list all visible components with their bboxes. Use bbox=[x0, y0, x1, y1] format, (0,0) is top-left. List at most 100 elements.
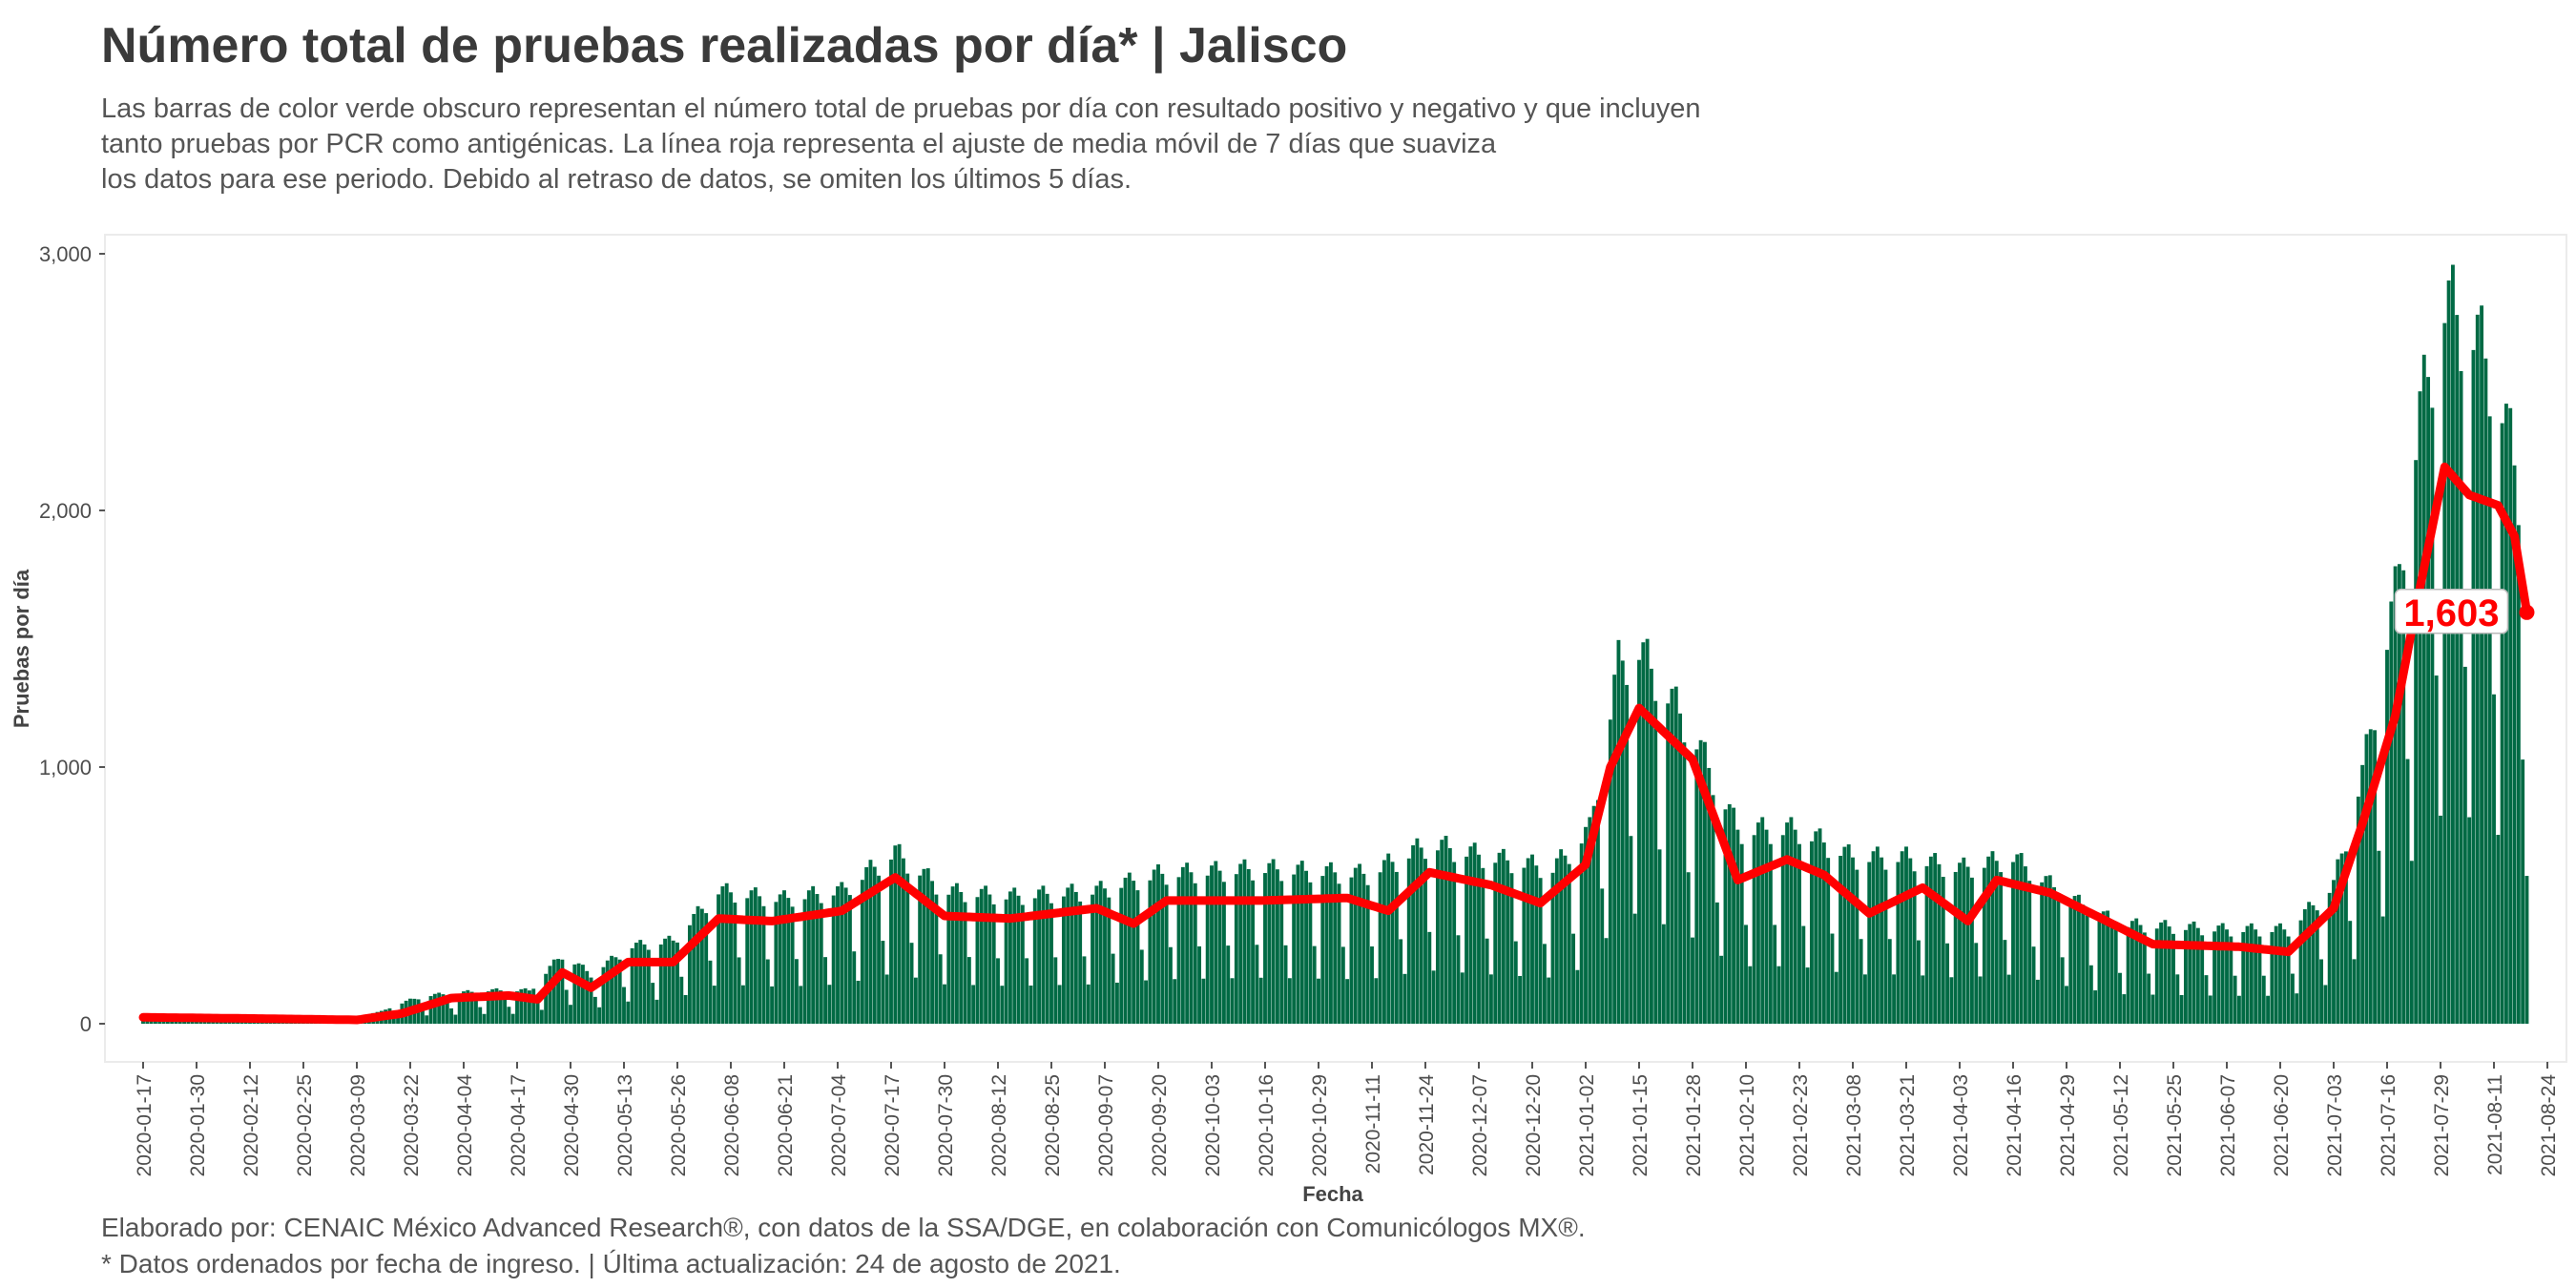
daily-test-bar bbox=[2409, 861, 2414, 1024]
daily-test-bar bbox=[1271, 859, 1276, 1024]
x-tick-label: 2020-02-25 bbox=[294, 1074, 316, 1176]
daily-test-bar bbox=[717, 894, 721, 1024]
daily-test-bar bbox=[1402, 973, 1407, 1024]
daily-test-bar bbox=[946, 894, 951, 1024]
daily-test-bar bbox=[1855, 869, 1859, 1024]
daily-test-bar bbox=[1735, 829, 1740, 1024]
daily-test-bar bbox=[1320, 876, 1325, 1024]
daily-test-bar bbox=[523, 987, 528, 1024]
daily-test-bar bbox=[2027, 881, 2032, 1024]
daily-test-bar bbox=[836, 885, 840, 1024]
daily-test-bar bbox=[445, 996, 449, 1024]
daily-test-bar bbox=[737, 957, 741, 1024]
daily-test-bar bbox=[2500, 423, 2504, 1024]
daily-test-bar bbox=[432, 993, 437, 1024]
daily-test-bar bbox=[1221, 882, 1226, 1024]
daily-test-bar bbox=[1584, 826, 1588, 1024]
daily-test-bar bbox=[1554, 858, 1559, 1024]
y-axis-label: Pruebas por día bbox=[10, 569, 33, 728]
daily-test-bar bbox=[1797, 843, 1801, 1024]
daily-test-bar bbox=[1928, 856, 1933, 1024]
daily-test-bar bbox=[2023, 866, 2027, 1024]
x-tick-label: 2020-09-20 bbox=[1149, 1074, 1171, 1176]
x-tick-label: 2021-07-16 bbox=[2378, 1074, 2399, 1176]
daily-test-bar bbox=[1547, 977, 1551, 1024]
daily-test-bar bbox=[1526, 858, 1530, 1024]
x-tick-label: 2020-01-30 bbox=[187, 1074, 209, 1176]
daily-test-bar bbox=[966, 957, 971, 1024]
daily-test-bar bbox=[1114, 982, 1119, 1024]
daily-test-bar bbox=[1164, 884, 1169, 1024]
daily-test-bar bbox=[1657, 849, 1662, 1024]
daily-test-bar bbox=[1550, 872, 1555, 1024]
daily-test-bar bbox=[1210, 865, 1214, 1024]
daily-test-bar bbox=[1588, 817, 1592, 1024]
daily-test-bar bbox=[605, 960, 610, 1024]
daily-test-bar bbox=[1016, 895, 1021, 1024]
daily-test-bar bbox=[2192, 921, 2196, 1024]
daily-test-bar bbox=[1760, 817, 1765, 1024]
daily-test-bar bbox=[770, 986, 775, 1024]
x-tick-label: 2020-04-04 bbox=[454, 1074, 476, 1177]
daily-test-bar bbox=[2467, 817, 2472, 1024]
daily-test-bar bbox=[1173, 979, 1177, 1024]
daily-test-bar bbox=[2496, 835, 2501, 1024]
daily-test-bar bbox=[1472, 842, 1477, 1024]
daily-test-bar bbox=[527, 990, 531, 1024]
daily-test-bar bbox=[753, 887, 758, 1024]
daily-test-bar bbox=[2035, 979, 2040, 1024]
daily-test-bar bbox=[843, 887, 848, 1024]
daily-test-bar bbox=[1809, 841, 1814, 1024]
daily-test-bar bbox=[1727, 803, 1732, 1024]
daily-test-bar bbox=[1324, 865, 1329, 1024]
daily-test-bar bbox=[1012, 887, 1017, 1024]
x-tick-label: 2020-12-07 bbox=[1469, 1074, 1491, 1176]
daily-test-bar bbox=[1842, 846, 1847, 1024]
daily-test-bar bbox=[2462, 666, 2467, 1024]
daily-test-bar bbox=[1399, 939, 1403, 1024]
daily-test-bar bbox=[905, 873, 910, 1024]
daily-test-bar bbox=[2274, 925, 2278, 1024]
chart-subtitle: Las barras de color verde obscuro repres… bbox=[101, 92, 1962, 197]
daily-test-bar bbox=[2377, 850, 2381, 1024]
daily-test-bar bbox=[2171, 933, 2175, 1024]
daily-test-bar bbox=[2336, 859, 2340, 1024]
daily-test-bar bbox=[613, 957, 618, 1024]
daily-test-bar bbox=[819, 903, 823, 1024]
x-tick-label: 2021-06-20 bbox=[2271, 1074, 2293, 1176]
daily-test-bar bbox=[1431, 970, 1436, 1024]
daily-test-bar bbox=[1337, 883, 1341, 1024]
daily-test-bar bbox=[1625, 684, 1630, 1024]
daily-test-bar bbox=[630, 947, 634, 1024]
y-tick-label: 0 bbox=[80, 1012, 92, 1036]
daily-test-bar bbox=[1456, 935, 1461, 1024]
daily-test-bar bbox=[1086, 984, 1091, 1024]
daily-test-bar bbox=[482, 1013, 487, 1024]
daily-test-bar bbox=[1066, 887, 1070, 1024]
daily-test-bar bbox=[889, 859, 893, 1024]
daily-test-bar bbox=[2065, 986, 2068, 1024]
daily-test-bar bbox=[1875, 846, 1880, 1024]
daily-test-bar bbox=[1132, 881, 1136, 1024]
daily-test-bar bbox=[991, 904, 996, 1024]
daily-test-bar bbox=[724, 883, 729, 1024]
daily-test-bar bbox=[2426, 377, 2431, 1024]
daily-test-bar bbox=[2487, 416, 2492, 1024]
daily-test-bar bbox=[535, 1002, 540, 1024]
daily-test-bar bbox=[2150, 994, 2155, 1024]
daily-test-bar bbox=[1258, 977, 1263, 1024]
daily-test-bar bbox=[1958, 862, 1962, 1024]
x-tick-label: 2021-05-12 bbox=[2110, 1074, 2132, 1176]
daily-test-bar bbox=[2373, 730, 2378, 1024]
daily-test-bar bbox=[1818, 828, 1822, 1024]
daily-test-bar bbox=[815, 894, 820, 1024]
daily-test-bar bbox=[1304, 870, 1309, 1024]
daily-test-bar bbox=[943, 984, 946, 1024]
daily-test-bar bbox=[2200, 935, 2205, 1024]
daily-test-bar bbox=[2327, 892, 2332, 1024]
daily-test-bar bbox=[749, 890, 754, 1024]
daily-test-bar bbox=[918, 875, 923, 1024]
daily-test-bar bbox=[1591, 805, 1596, 1024]
daily-test-bar bbox=[1773, 924, 1777, 1024]
daily-test-bar bbox=[1600, 888, 1605, 1024]
